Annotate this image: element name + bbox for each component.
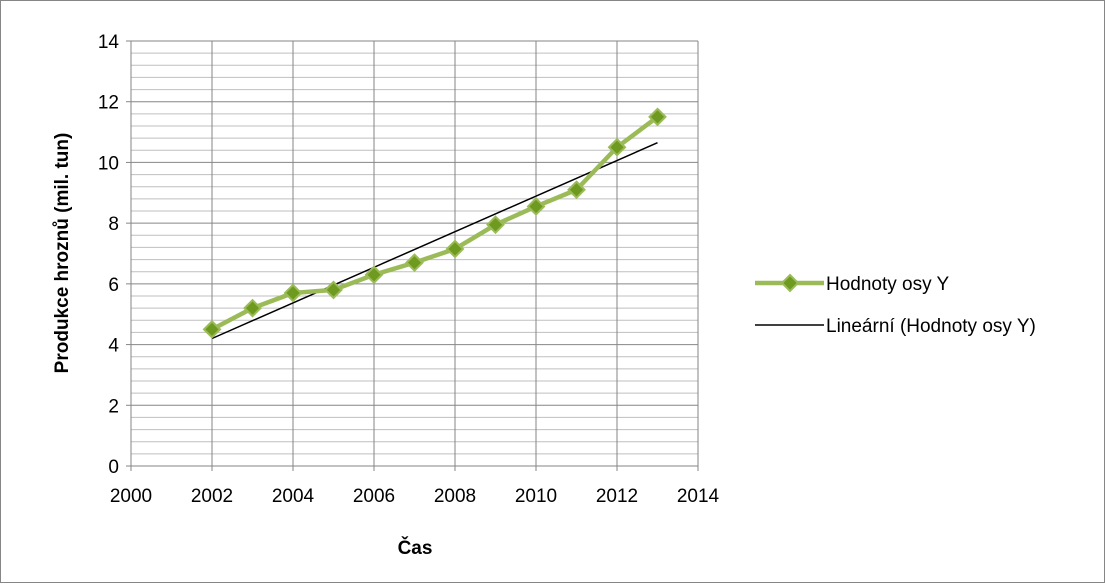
x-tick-label: 2002 bbox=[191, 486, 233, 507]
data-point-marker bbox=[324, 280, 343, 300]
y-tick-label: 6 bbox=[108, 275, 119, 296]
x-tick-label: 2004 bbox=[272, 486, 315, 507]
y-tick-label: 12 bbox=[98, 93, 119, 114]
plot-series bbox=[202, 107, 667, 340]
x-tick-label: 2012 bbox=[596, 486, 638, 507]
data-point-marker bbox=[648, 107, 667, 127]
tick-labels: 0 2 4 6 8 10 12 14 2000 2002 2004 2006 2008 2010 2012 2… bbox=[98, 32, 720, 507]
y-tick-label: 2 bbox=[108, 396, 119, 417]
data-point-marker bbox=[283, 283, 303, 303]
data-point-marker bbox=[243, 298, 262, 318]
x-tick-label: 2008 bbox=[434, 486, 476, 507]
data-point-marker bbox=[202, 319, 222, 339]
y-tick-label: 10 bbox=[98, 153, 119, 174]
y-tick-label: 4 bbox=[108, 336, 119, 357]
legend-label-hodnoty: Hodnoty osy Y bbox=[826, 274, 950, 295]
data-point-marker bbox=[567, 180, 586, 200]
trendline bbox=[211, 142, 658, 340]
data-point-marker bbox=[607, 137, 627, 157]
x-tick-label: 2014 bbox=[677, 486, 720, 507]
legend-marker-hodnoty bbox=[780, 273, 800, 293]
legend-label-trend: Lineární (Hodnoty osy Y) bbox=[826, 316, 1036, 337]
y-tick-label: 14 bbox=[98, 32, 120, 53]
y-axis-title: Produkce hroznů (mil. tun) bbox=[52, 133, 73, 374]
x-tick-label: 2000 bbox=[110, 486, 152, 507]
data-point-marker bbox=[445, 239, 465, 259]
legend: Hodnoty osy Y Lineární (Hodnoty osy Y) bbox=[755, 273, 1036, 337]
data-point-marker bbox=[486, 215, 505, 235]
y-tick-label: 0 bbox=[108, 457, 119, 478]
x-axis-title: Čas bbox=[398, 537, 433, 559]
axes bbox=[126, 40, 699, 471]
x-tick-label: 2010 bbox=[515, 486, 557, 507]
data-point-marker bbox=[405, 253, 424, 273]
y-tick-label: 8 bbox=[108, 214, 119, 235]
x-tick-label: 2006 bbox=[353, 486, 395, 507]
data-point-marker bbox=[526, 197, 546, 216]
data-point-marker bbox=[364, 265, 384, 285]
